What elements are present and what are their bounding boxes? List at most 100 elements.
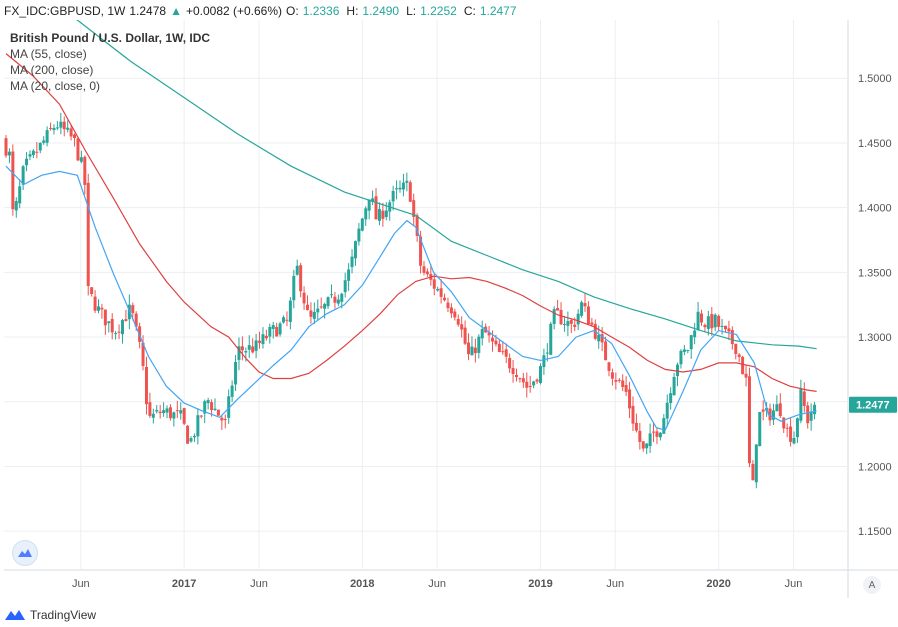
candle-up xyxy=(395,188,399,190)
candle-up xyxy=(549,323,553,355)
candle-up xyxy=(377,208,381,221)
candle-down xyxy=(573,324,577,327)
candle-up xyxy=(31,150,35,156)
candle-up xyxy=(316,308,320,313)
candle-down xyxy=(535,379,539,382)
candle-down xyxy=(422,266,426,273)
candle-down xyxy=(723,325,727,330)
candle-up xyxy=(477,336,481,353)
candle-up xyxy=(66,127,70,130)
candle-down xyxy=(463,327,467,344)
candle-down xyxy=(802,391,806,407)
candle-down xyxy=(487,332,491,336)
low-value: 1.2252 xyxy=(420,4,457,18)
candle-up xyxy=(360,218,364,231)
symbol-name[interactable]: FX_IDC:GBPUSD, 1W xyxy=(4,4,126,18)
close-value: 1.2477 xyxy=(479,4,517,18)
legend-ma55[interactable]: MA (55, close) xyxy=(10,47,87,61)
candle-up xyxy=(312,311,316,319)
candle-up xyxy=(151,413,155,418)
candle-up xyxy=(672,376,676,396)
candle-up xyxy=(645,443,649,449)
candle-down xyxy=(374,196,378,220)
x-tick-label: Jun xyxy=(72,578,90,590)
candle-down xyxy=(168,407,172,419)
legend-ma20[interactable]: MA (20, close, 0) xyxy=(10,79,101,93)
candle-down xyxy=(747,376,751,464)
auto-scale-button[interactable]: A xyxy=(863,576,881,594)
ma20-line xyxy=(5,165,817,431)
candle-up xyxy=(720,325,724,327)
candle-down xyxy=(518,378,522,380)
candle-down xyxy=(782,417,786,429)
candle-down xyxy=(621,380,625,388)
candle-down xyxy=(710,314,714,329)
candle-down xyxy=(785,427,789,429)
change-arrow-icon: ▲ xyxy=(170,4,182,18)
candle-up xyxy=(234,361,238,385)
candle-down xyxy=(73,134,77,139)
candle-down xyxy=(275,326,279,337)
candle-down xyxy=(432,279,436,289)
candle-up xyxy=(268,326,272,337)
y-tick-label: 1.5000 xyxy=(858,73,892,85)
candle-down xyxy=(305,304,309,310)
candle-down xyxy=(199,415,203,417)
candle-down xyxy=(631,405,635,424)
candle-up xyxy=(545,352,549,354)
footer-brand[interactable]: TradingView xyxy=(4,605,96,625)
x-tick-label: Jun xyxy=(606,578,624,590)
candle-down xyxy=(110,318,114,333)
candle-up xyxy=(706,316,710,329)
candle-down xyxy=(285,319,289,321)
candle-down xyxy=(741,356,745,375)
candle-down xyxy=(408,182,412,202)
candle-up xyxy=(686,349,690,351)
brand-name: TradingView xyxy=(30,608,97,622)
legend-title: British Pound / U.S. Dollar, 1W, IDC xyxy=(10,31,211,45)
candle-down xyxy=(76,138,80,161)
candle-up xyxy=(336,299,340,304)
candle-up xyxy=(552,309,556,324)
candle-down xyxy=(789,426,793,442)
candle-down xyxy=(302,292,306,304)
candle-down xyxy=(638,430,642,442)
candle-down xyxy=(727,328,731,332)
candle-down xyxy=(141,342,145,366)
candle-up xyxy=(391,190,395,202)
chart-area[interactable]: 1.50001.45001.40001.35001.30001.25001.20… xyxy=(4,20,898,598)
candle-down xyxy=(210,402,214,410)
candle-down xyxy=(446,302,450,309)
high-value: 1.2490 xyxy=(362,4,400,18)
candle-down xyxy=(220,417,224,421)
candle-down xyxy=(62,121,66,130)
candle-up xyxy=(288,300,292,322)
candle-down xyxy=(467,342,471,355)
candle-up xyxy=(79,157,83,162)
candle-down xyxy=(148,402,152,416)
candle-up xyxy=(206,399,210,404)
candle-up xyxy=(282,317,286,323)
candle-up xyxy=(28,154,32,157)
candle-down xyxy=(158,411,162,414)
candle-up xyxy=(658,432,662,438)
candle-up xyxy=(665,402,669,419)
y-tick-label: 1.1500 xyxy=(858,526,892,538)
candle-down xyxy=(607,362,611,371)
legend-ma200[interactable]: MA (200, close) xyxy=(10,63,94,77)
candle-up xyxy=(38,142,42,151)
high-label: H: xyxy=(346,4,359,18)
candle-down xyxy=(100,307,104,310)
candle-down xyxy=(425,271,429,275)
tradingview-chart-icon[interactable] xyxy=(12,540,38,566)
price-chart[interactable]: 1.50001.45001.40001.35001.30001.25001.20… xyxy=(4,20,898,598)
candle-up xyxy=(398,187,402,190)
candle-down xyxy=(240,346,244,351)
candle-down xyxy=(511,368,515,374)
candle-down xyxy=(223,419,227,421)
candle-up xyxy=(384,210,388,218)
candle-up xyxy=(689,335,693,350)
candle-down xyxy=(216,409,220,416)
x-tick-label: 2019 xyxy=(528,578,552,590)
candle-down xyxy=(381,210,385,219)
